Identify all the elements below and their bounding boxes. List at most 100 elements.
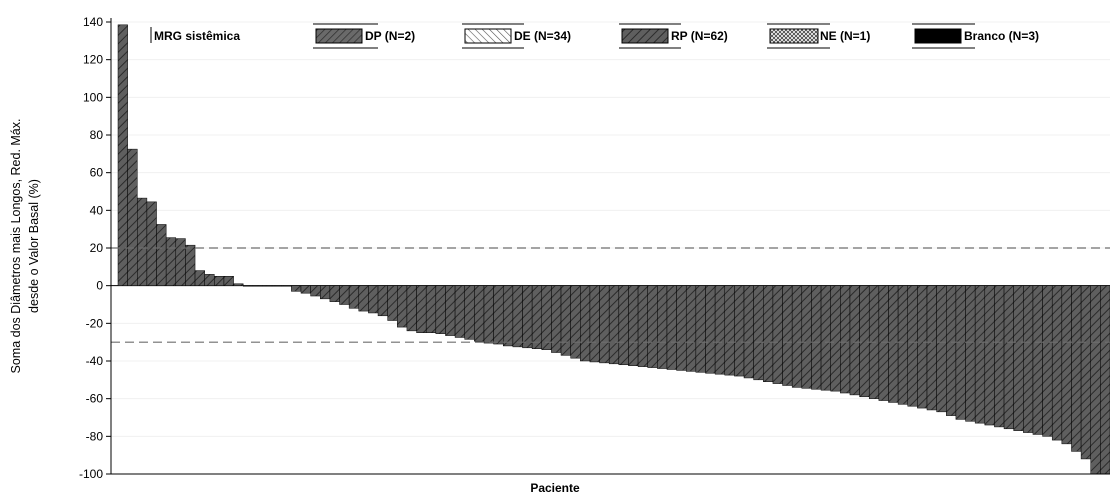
bar <box>271 285 282 287</box>
bar <box>570 285 581 359</box>
bar <box>782 285 793 386</box>
legend-label-rp: RP (N=62) <box>671 29 728 43</box>
bar <box>512 285 523 348</box>
bar <box>811 285 822 390</box>
bar <box>137 197 148 286</box>
legend-item-dp: DP (N=2) <box>313 23 415 49</box>
bar <box>214 276 225 286</box>
bar <box>493 285 504 345</box>
legend-label-ne: NE (N=1) <box>820 29 870 43</box>
legend-swatch-ne <box>769 28 819 44</box>
bar <box>233 283 244 286</box>
bar <box>657 285 668 369</box>
bar <box>291 285 302 292</box>
bar <box>1100 285 1110 475</box>
y-tick-label: 120 <box>83 53 103 67</box>
bar <box>1003 285 1014 430</box>
bar <box>907 285 918 407</box>
bar <box>358 285 369 312</box>
legend-item-branco: Branco (N=3) <box>912 23 1039 49</box>
bar <box>223 276 234 286</box>
bar <box>589 285 600 363</box>
bar <box>425 285 437 333</box>
bar <box>502 285 514 347</box>
bar <box>763 285 774 382</box>
bar <box>329 285 340 302</box>
bar <box>1080 285 1091 460</box>
y-tick-label: -100 <box>79 467 103 481</box>
bar <box>666 285 677 370</box>
bar <box>127 148 138 286</box>
legend-swatch-rp <box>621 28 669 44</box>
bar <box>772 285 783 384</box>
bar <box>859 285 870 398</box>
legend-item-ne: NE (N=1) <box>767 23 870 49</box>
legend-item-de: DE (N=34) <box>462 23 571 49</box>
bar <box>1042 285 1053 437</box>
x-axis-title: Paciente <box>530 481 580 495</box>
bar <box>281 285 292 287</box>
bar <box>714 285 726 375</box>
y-tick-label: 140 <box>83 15 103 29</box>
reference-lines <box>111 247 1110 343</box>
bar <box>339 285 350 305</box>
bar <box>599 285 610 364</box>
y-axis-title-line-2: desde o Valor Basal (%) <box>27 179 41 313</box>
bar <box>647 285 658 368</box>
bar <box>474 285 485 342</box>
bar <box>464 285 475 340</box>
bar <box>936 285 947 413</box>
bar <box>262 285 273 287</box>
bar <box>445 285 456 336</box>
bar <box>146 201 157 286</box>
bar <box>560 285 571 356</box>
y-tick-label: 40 <box>90 203 104 217</box>
plot-area: 140 120 100 80 60 40 20 0 -20 -40 -60 -80 -100 <box>79 15 1110 481</box>
bar <box>580 285 591 362</box>
bar <box>1032 285 1043 435</box>
y-tick-label: -20 <box>86 316 104 330</box>
bar <box>637 285 648 367</box>
bar <box>705 285 716 374</box>
bar <box>685 285 697 372</box>
bar <box>734 285 745 377</box>
y-axis-ticks: 140 120 100 80 60 40 20 0 -20 -40 -60 -80 -100 <box>79 15 111 481</box>
legend-label-de: DE (N=34) <box>514 29 571 43</box>
y-tick-label: 80 <box>90 128 104 142</box>
bar <box>791 285 803 388</box>
legend-swatch-dp <box>315 28 363 44</box>
bar <box>310 285 321 297</box>
bar <box>185 244 196 286</box>
bar <box>695 285 706 373</box>
bar <box>522 285 533 349</box>
bar <box>252 285 263 287</box>
bar <box>984 285 995 426</box>
bar <box>194 270 205 286</box>
bar <box>1023 285 1034 433</box>
legend-label-branco: Branco (N=3) <box>964 29 1039 43</box>
bar <box>965 285 976 422</box>
bar <box>368 285 379 314</box>
bar <box>435 285 446 334</box>
legend-swatch-de <box>464 28 512 44</box>
bar <box>926 285 937 411</box>
bar <box>1061 285 1072 445</box>
bar <box>849 285 860 396</box>
y-tick-label: 20 <box>90 241 104 255</box>
bar <box>454 285 465 338</box>
bar <box>955 285 966 420</box>
bar <box>618 285 629 366</box>
bar <box>840 285 851 394</box>
bar <box>204 274 215 286</box>
legend: MRG sistêmica DP (N=2) DE (N=34) RP (N=6… <box>150 23 1039 49</box>
bar <box>348 285 360 309</box>
bar <box>878 285 889 401</box>
bar <box>801 285 812 389</box>
bar <box>483 285 494 344</box>
bar <box>1013 285 1024 431</box>
legend-swatch-branco <box>914 28 962 44</box>
bar <box>888 285 899 403</box>
bar <box>165 237 177 286</box>
bar <box>1071 285 1082 452</box>
